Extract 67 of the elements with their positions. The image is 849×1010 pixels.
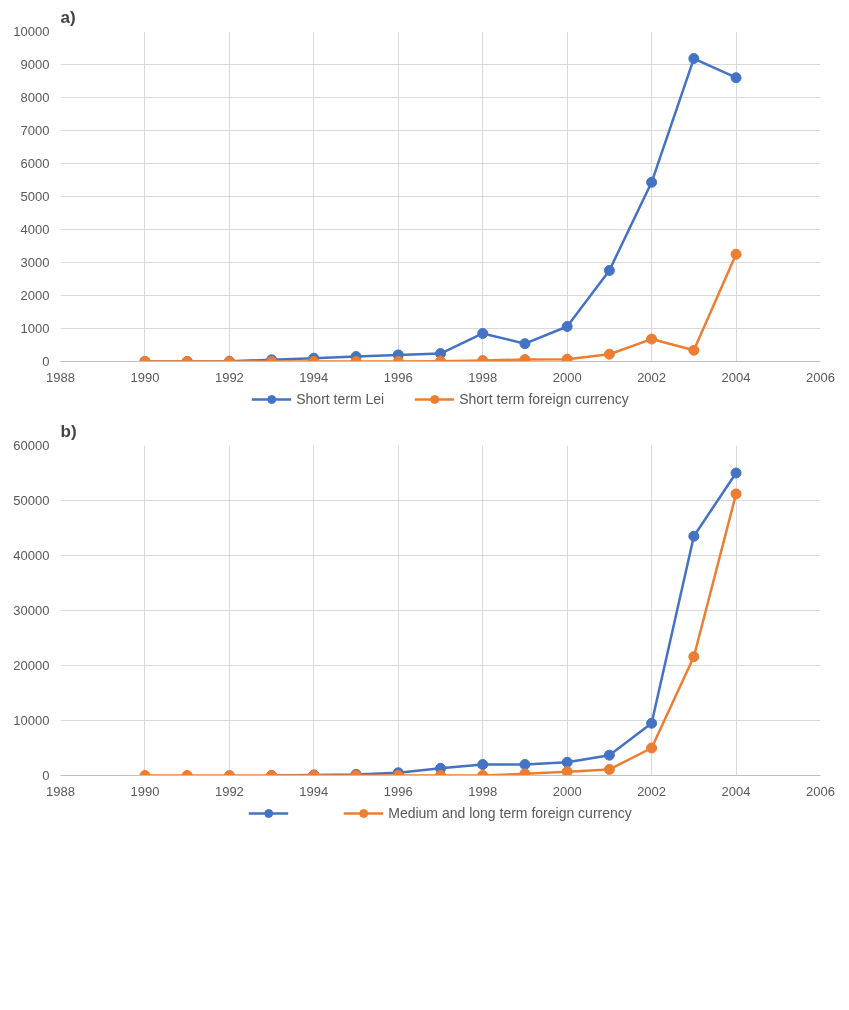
y-tick-label: 0 — [42, 354, 50, 369]
x-tick-label: 2000 — [552, 369, 582, 385]
point — [730, 488, 742, 500]
chart-title: b) — [60, 421, 77, 441]
x-tick-label: 1998 — [468, 783, 498, 799]
x-tick-label: 2002 — [637, 369, 667, 385]
y-tick-label: 10000 — [13, 24, 50, 39]
x-tick-label: 1996 — [383, 369, 413, 385]
y-tick-label: 2000 — [20, 288, 50, 303]
point — [646, 717, 658, 729]
y-tick-label: 60000 — [13, 438, 50, 453]
y-tick-label: 6000 — [20, 156, 50, 171]
chart-title: a) — [60, 7, 76, 27]
x-tick-label: 1996 — [383, 783, 413, 799]
point — [519, 759, 531, 770]
y-tick-label: 5000 — [20, 189, 50, 204]
point — [688, 651, 700, 663]
point — [477, 759, 489, 770]
legend-label: Short term Lei — [296, 391, 385, 407]
point — [603, 264, 615, 276]
y-tick-label: 10000 — [13, 713, 50, 728]
y-tick-label: 30000 — [13, 603, 50, 618]
y-tick-label: 20000 — [13, 658, 50, 673]
x-tick-label: 2006 — [806, 783, 835, 799]
y-tick-label: 1000 — [20, 321, 50, 336]
x-tick-label: 1990 — [130, 783, 160, 799]
x-tick-label: 1992 — [214, 783, 244, 799]
point — [646, 742, 658, 754]
point — [646, 176, 658, 188]
point — [603, 348, 615, 360]
point — [688, 344, 700, 356]
x-tick-label: 2000 — [552, 783, 582, 799]
x-tick-label: 1994 — [299, 369, 329, 385]
x-tick-label: 2004 — [721, 369, 751, 385]
y-tick-label: 7000 — [20, 123, 50, 138]
point — [603, 763, 615, 775]
point — [603, 749, 615, 761]
point — [688, 53, 700, 65]
x-tick-label: 1988 — [46, 783, 75, 799]
legend-label: Medium and long term foreign currency — [388, 805, 632, 821]
y-tick-label: 3000 — [20, 255, 50, 270]
y-tick-label: 0 — [42, 768, 50, 783]
point — [561, 766, 573, 776]
x-tick-label: 2002 — [637, 783, 667, 799]
y-tick-label: 9000 — [20, 57, 50, 72]
x-tick-label: 1992 — [214, 369, 244, 385]
point — [688, 530, 700, 542]
point — [519, 338, 531, 350]
x-tick-label: 1994 — [299, 783, 329, 799]
x-tick-label: 2004 — [721, 783, 751, 799]
point — [646, 333, 658, 345]
point — [561, 353, 573, 362]
point — [477, 327, 489, 339]
legend-label: Short term foreign currency — [459, 391, 629, 407]
point — [730, 467, 742, 479]
point — [561, 321, 573, 333]
y-tick-label: 40000 — [13, 548, 50, 563]
point — [561, 756, 573, 768]
y-tick-label: 4000 — [20, 222, 50, 237]
x-tick-label: 1988 — [46, 369, 75, 385]
x-tick-label: 1998 — [468, 369, 498, 385]
point — [730, 72, 742, 84]
x-tick-label: 1990 — [130, 369, 160, 385]
y-tick-label: 50000 — [13, 493, 50, 508]
y-tick-label: 8000 — [20, 90, 50, 105]
point — [730, 248, 742, 260]
x-tick-label: 2006 — [806, 369, 835, 385]
